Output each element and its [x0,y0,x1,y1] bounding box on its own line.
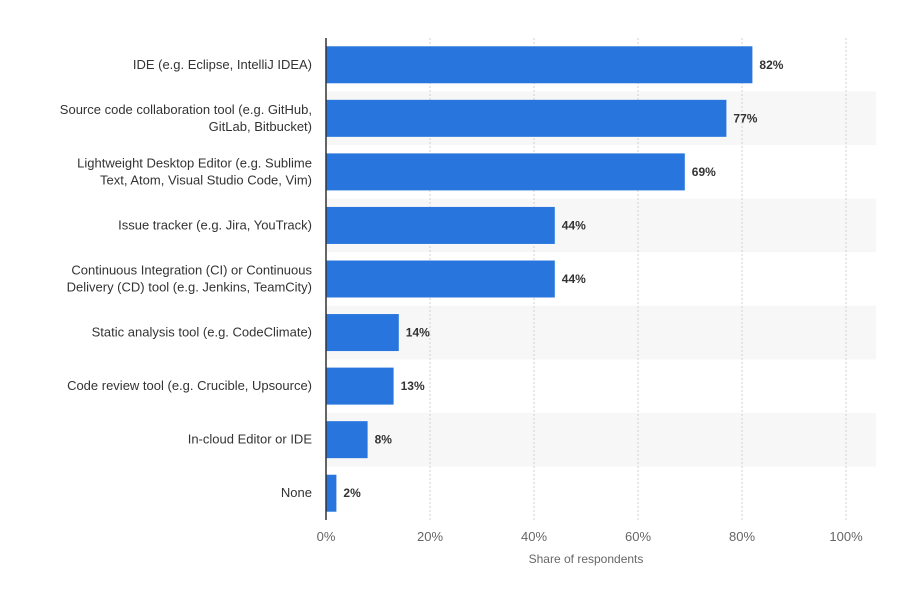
category-label-line: GitLab, Bitbucket) [209,119,312,134]
value-label: 44% [562,272,586,286]
bar [326,153,685,191]
bars-group [326,46,753,512]
category-labels: IDE (e.g. Eclipse, IntelliJ IDEA) Source … [60,57,313,500]
category-label: Issue tracker (e.g. Jira, YouTrack) [118,217,312,232]
category-label-line: Delivery (CD) tool (e.g. Jenkins, TeamCi… [67,280,312,295]
x-axis-title: Share of respondents [529,552,644,566]
category-label-line: Continuous Integration (CI) or Continuou… [71,263,312,278]
category-label: In-cloud Editor or IDE [188,432,313,447]
bar [326,46,753,84]
x-tick-labels: 0% 20% 40% 60% 80% 100% [317,529,863,544]
category-label: Code review tool (e.g. Crucible, Upsourc… [67,378,312,393]
value-label: 13% [401,379,425,393]
x-tick-label: 80% [729,529,755,544]
category-label-line: Lightweight Desktop Editor (e.g. Sublime [77,155,312,170]
bar [326,260,555,298]
bar [326,99,727,137]
x-tick-label: 100% [829,529,863,544]
row-band [326,305,876,360]
value-label: 77% [733,111,757,125]
category-label-line: None [281,485,312,500]
x-tick-label: 40% [521,529,547,544]
category-label-line: Text, Atom, Visual Studio Code, Vim) [100,172,312,187]
value-labels: 82% 77% 69% 44% 44% 14% 13% 8% 2% [343,58,783,500]
category-label-line: Code review tool (e.g. Crucible, Upsourc… [67,378,312,393]
value-label: 44% [562,218,586,232]
category-label: Lightweight Desktop Editor (e.g. Sublime… [77,155,312,187]
category-label: IDE (e.g. Eclipse, IntelliJ IDEA) [133,57,312,72]
x-tick-label: 60% [625,529,651,544]
bar [326,421,368,459]
category-label-line: Static analysis tool (e.g. CodeClimate) [92,325,312,340]
value-label: 8% [375,433,393,447]
value-label: 82% [759,58,783,72]
category-label: Source code collaboration tool (e.g. Git… [60,102,312,134]
category-label-line: In-cloud Editor or IDE [188,432,313,447]
bar [326,474,337,512]
bar [326,206,555,244]
category-label-line: Source code collaboration tool (e.g. Git… [60,102,312,117]
category-label: Continuous Integration (CI) or Continuou… [67,263,313,295]
value-label: 14% [406,326,430,340]
category-label: None [281,485,312,500]
bar [326,367,394,405]
category-label-line: Issue tracker (e.g. Jira, YouTrack) [118,217,312,232]
value-label: 2% [343,486,361,500]
x-tick-label: 20% [417,529,443,544]
row-band [326,412,876,467]
category-label-line: IDE (e.g. Eclipse, IntelliJ IDEA) [133,57,312,72]
value-label: 69% [692,165,716,179]
category-label: Static analysis tool (e.g. CodeClimate) [92,325,312,340]
x-tick-label: 0% [317,529,336,544]
bar [326,314,399,352]
